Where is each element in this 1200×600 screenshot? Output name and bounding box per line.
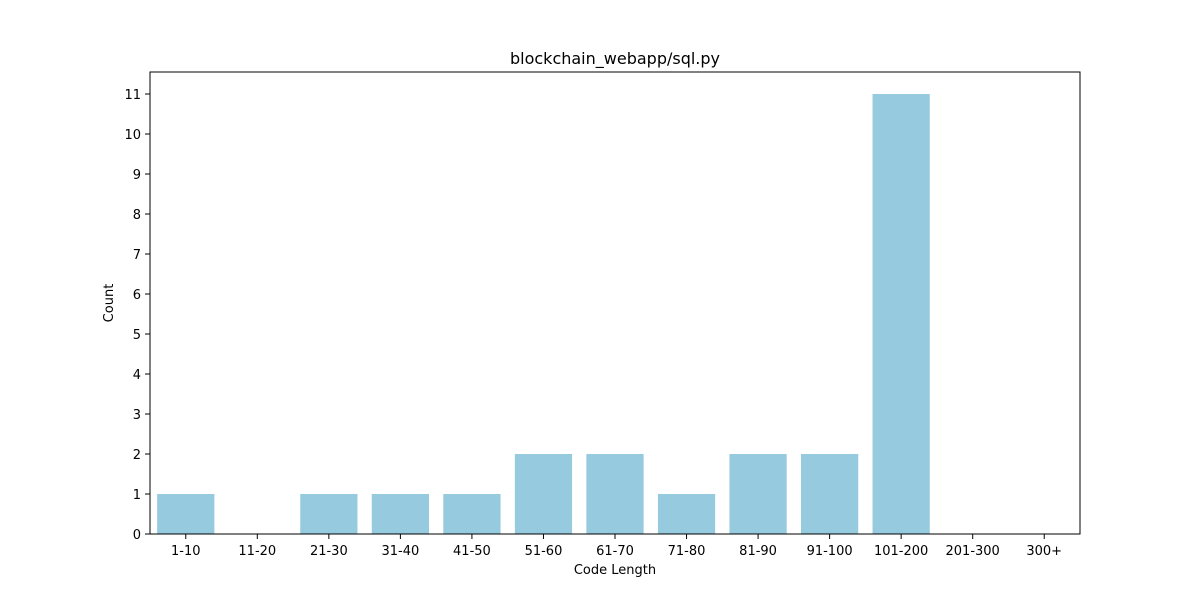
x-tick-label: 201-300: [946, 544, 1000, 559]
bar-1-10: [157, 494, 215, 534]
y-tick-label: 3: [133, 408, 141, 423]
y-tick-label: 6: [133, 288, 141, 303]
x-axis-title: Code Length: [574, 563, 656, 578]
x-tick-label: 300+: [1026, 544, 1062, 559]
bars-group: [157, 94, 930, 534]
bar-21-30: [300, 494, 358, 534]
x-tick-label: 61-70: [596, 544, 634, 559]
x-tick-label: 31-40: [381, 544, 419, 559]
bar-91-100: [801, 454, 859, 534]
y-axis: 0 1 2 3 4 5 6 7 8 9 10 11: [124, 88, 150, 543]
chart-title: blockchain_webapp/sql.py: [510, 49, 720, 69]
x-tick-label: 81-90: [739, 544, 777, 559]
x-tick-label: 41-50: [453, 544, 491, 559]
y-tick-label: 8: [133, 208, 141, 223]
y-axis-title: Count: [102, 284, 117, 323]
y-tick-label: 10: [124, 128, 141, 143]
bar-81-90: [729, 454, 787, 534]
y-tick-label: 1: [133, 488, 141, 503]
bar-61-70: [586, 454, 644, 534]
x-tick-label: 91-100: [807, 544, 853, 559]
bar-71-80: [657, 494, 716, 534]
y-tick-label: 5: [133, 328, 141, 343]
x-tick-label: 1-10: [171, 544, 201, 559]
bar-41-50: [443, 494, 501, 534]
y-tick-label: 7: [133, 248, 141, 263]
x-tick-label: 51-60: [525, 544, 563, 559]
y-tick-label: 2: [133, 448, 141, 463]
x-tick-label: 101-200: [874, 544, 928, 559]
bar-31-40: [371, 494, 429, 534]
x-tick-label: 21-30: [310, 544, 348, 559]
y-tick-label: 4: [133, 368, 141, 383]
y-tick-label: 11: [124, 88, 141, 103]
bar-101-200: [872, 94, 930, 534]
x-axis: 1-10 11-20 21-30 31-40 41-50 51-60 61-70 71-80 8…: [171, 534, 1062, 559]
x-tick-label: 11-20: [238, 544, 276, 559]
y-tick-label: 0: [133, 528, 141, 543]
bar-51-60: [514, 454, 573, 534]
y-tick-label: 9: [133, 168, 141, 183]
x-tick-label: 71-80: [668, 544, 706, 559]
